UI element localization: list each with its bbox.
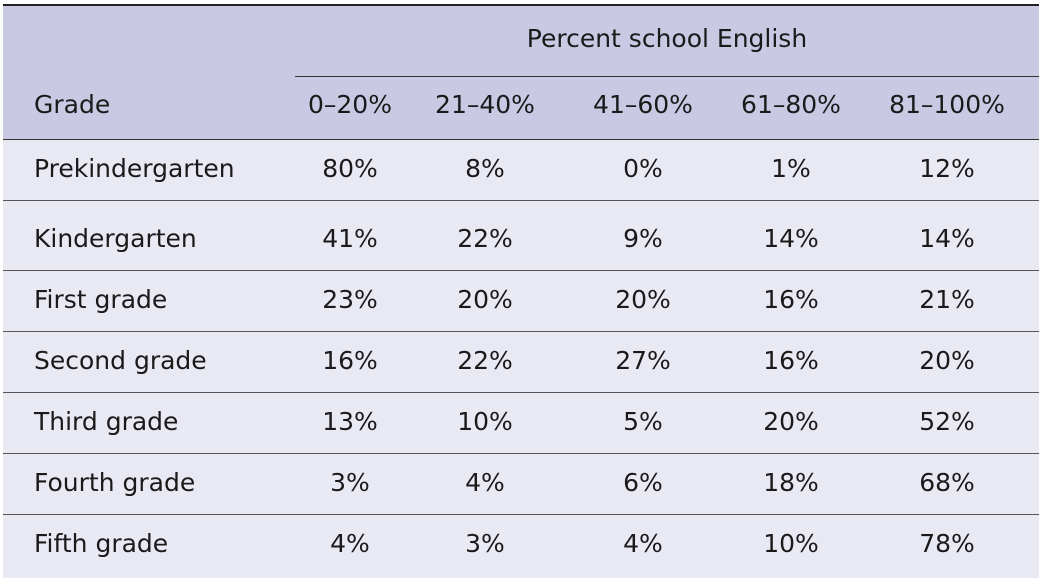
table-cell: 80% <box>322 154 378 183</box>
table-cell: 4% <box>330 529 370 558</box>
table-cell: 16% <box>322 346 378 375</box>
table-cell: 5% <box>623 407 663 436</box>
row-grade-label: Fifth grade <box>34 529 169 558</box>
table-cell: 21% <box>919 285 975 314</box>
table-cell: 1% <box>771 154 811 183</box>
table-cell: 20% <box>763 407 819 436</box>
table-cell: 20% <box>457 285 513 314</box>
table-row: Kindergarten 41% 22% 9% 14% 14% <box>3 210 1039 271</box>
row-grade-label: Second grade <box>34 346 207 375</box>
table-cell: 12% <box>919 154 975 183</box>
table-cell: 52% <box>919 407 975 436</box>
table-row: Fifth grade 4% 3% 4% 10% 78% <box>3 515 1039 576</box>
table-cell: 8% <box>465 154 505 183</box>
header-0-20: 0–20% <box>308 90 392 119</box>
table-cell: 9% <box>623 224 663 253</box>
row-grade-label: Third grade <box>34 407 179 436</box>
row-grade-label: Prekindergarten <box>34 154 235 183</box>
table-cell: 20% <box>615 285 671 314</box>
table-cell: 78% <box>919 529 975 558</box>
table-cell: 14% <box>919 224 975 253</box>
table-cell: 0% <box>623 154 663 183</box>
table-cell: 23% <box>322 285 378 314</box>
table-cell: 16% <box>763 285 819 314</box>
table-cell: 14% <box>763 224 819 253</box>
table-row: Third grade 13% 10% 5% 20% 52% <box>3 393 1039 454</box>
spanner-rule <box>295 76 1039 77</box>
table-cell: 22% <box>457 346 513 375</box>
table-row: Prekindergarten 80% 8% 0% 1% 12% <box>3 140 1039 201</box>
table-cell: 4% <box>465 468 505 497</box>
data-table: Percent school English Grade 0–20% 21–40… <box>3 4 1039 578</box>
table-row: Fourth grade 3% 4% 6% 18% 68% <box>3 454 1039 515</box>
table-cell: 10% <box>763 529 819 558</box>
table-cell: 10% <box>457 407 513 436</box>
table-cell: 16% <box>763 346 819 375</box>
table-body: Prekindergarten 80% 8% 0% 1% 12% Kinderg… <box>3 140 1039 578</box>
column-spanner-label: Percent school English <box>526 24 808 53</box>
table-cell: 18% <box>763 468 819 497</box>
table-row: First grade 23% 20% 20% 16% 21% <box>3 271 1039 332</box>
table-cell: 41% <box>322 224 378 253</box>
table-cell: 3% <box>465 529 505 558</box>
table-cell: 13% <box>322 407 378 436</box>
row-grade-label: Fourth grade <box>34 468 196 497</box>
header-grade: Grade <box>34 90 111 119</box>
row-grade-label: Kindergarten <box>34 224 197 253</box>
header-81-100: 81–100% <box>889 90 1005 119</box>
table-cell: 3% <box>330 468 370 497</box>
table-cell: 27% <box>615 346 671 375</box>
header-61-80: 61–80% <box>741 90 841 119</box>
table-cell: 22% <box>457 224 513 253</box>
table-cell: 20% <box>919 346 975 375</box>
table-header: Percent school English Grade 0–20% 21–40… <box>3 6 1039 140</box>
header-41-60: 41–60% <box>593 90 693 119</box>
header-21-40: 21–40% <box>435 90 535 119</box>
table-cell: 4% <box>623 529 663 558</box>
table-row: Second grade 16% 22% 27% 16% 20% <box>3 332 1039 393</box>
table-cell: 6% <box>623 468 663 497</box>
table-cell: 68% <box>919 468 975 497</box>
row-grade-label: First grade <box>34 285 168 314</box>
